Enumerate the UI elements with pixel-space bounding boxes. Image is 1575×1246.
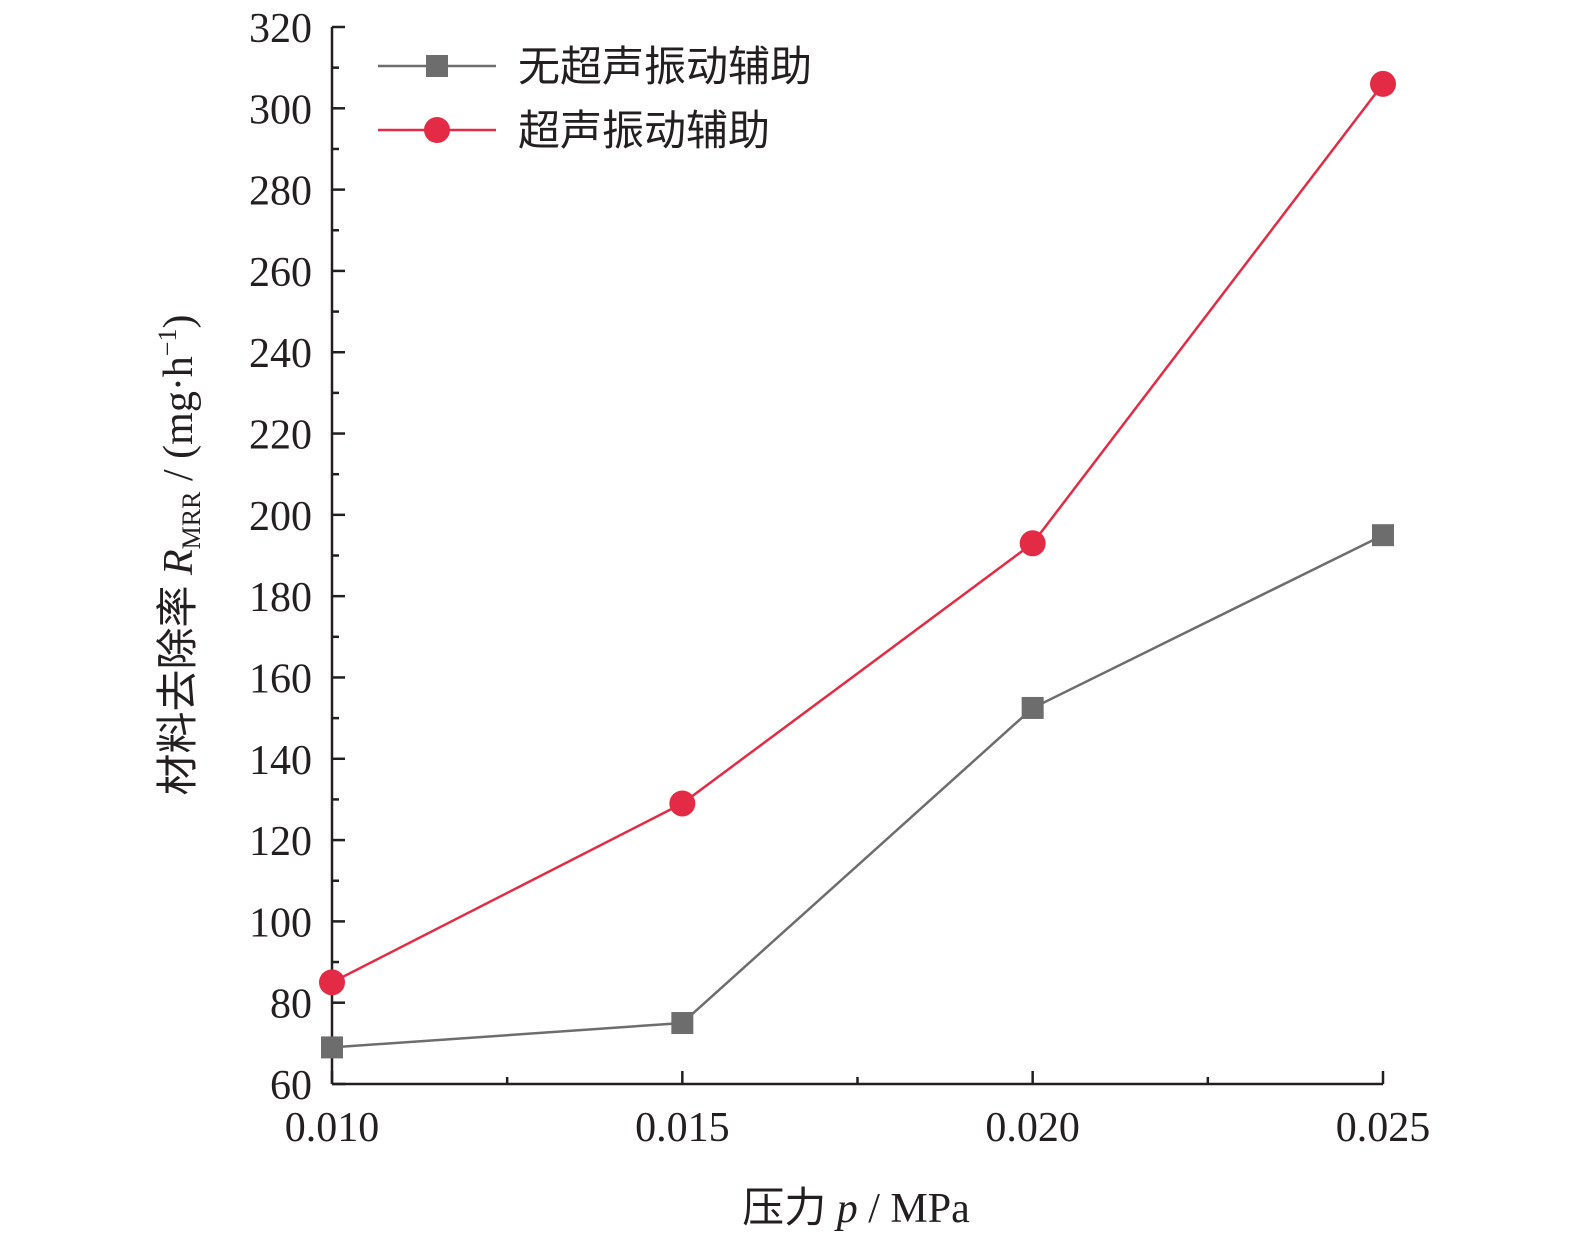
- series-line-1: [331, 534, 1384, 1049]
- y-axis-title-subscript: MRR: [177, 491, 206, 549]
- y-tick-label: 120: [249, 819, 312, 865]
- y-axis-title: 材料去除率 RMRR / (mg·h−1): [153, 315, 206, 796]
- data-point-marker: [319, 969, 345, 996]
- y-tick-label: 160: [249, 656, 312, 702]
- legend-marker-2: [424, 117, 450, 143]
- data-point-marker: [1019, 530, 1046, 557]
- series-layer: [319, 70, 1396, 1059]
- x-axis-title-symbol: p: [834, 1186, 858, 1232]
- legend-label-2: 超声振动辅助: [518, 109, 770, 155]
- y-tick-label: 220: [249, 413, 312, 459]
- y-axis-title-prefix: 材料去除率: [155, 575, 202, 796]
- y-axis-title-unit-start: / (mg·h: [156, 356, 202, 491]
- y-tick-label: 280: [249, 169, 312, 215]
- x-tick-label: 0.015: [635, 1105, 730, 1151]
- y-tick-label: 180: [249, 575, 312, 621]
- data-point-marker: [671, 1012, 694, 1035]
- data-point-marker: [669, 790, 696, 817]
- data-point-marker: [1021, 696, 1044, 719]
- ticks: 60 80 100 120 140 160 180 200 220 240 260 280 300 320…: [249, 6, 1430, 1151]
- x-axis-title-unit: / MPa: [858, 1186, 970, 1232]
- y-axis-title-superscript: −1: [153, 329, 182, 357]
- y-axis-title-symbol: R: [156, 549, 202, 576]
- series-line-2: [331, 83, 1384, 984]
- legend-marker-1: [426, 55, 448, 77]
- y-tick-label: 240: [249, 331, 312, 377]
- y-tick-label: 320: [249, 6, 312, 52]
- axes: [330, 27, 1383, 1086]
- y-tick-label: 80: [270, 982, 312, 1028]
- y-tick-label: 200: [249, 494, 312, 540]
- x-tick-label: 0.025: [1336, 1105, 1431, 1151]
- legend-label-1: 无超声振动辅助: [518, 45, 812, 91]
- x-tick-label: 0.010: [285, 1105, 380, 1151]
- x-axis-title-prefix: 压力: [742, 1186, 837, 1232]
- data-point-marker: [321, 1036, 343, 1059]
- y-tick-label: 140: [249, 738, 312, 784]
- data-point-marker: [1370, 70, 1396, 97]
- y-tick-label: 60: [270, 1063, 312, 1109]
- y-axis-title-unit-end: ): [156, 315, 202, 329]
- y-tick-label: 100: [249, 900, 312, 946]
- x-axis-title: 压力 p / MPa: [742, 1186, 970, 1232]
- y-tick-label: 260: [249, 250, 312, 296]
- x-tick-label: 0.020: [985, 1105, 1080, 1151]
- y-tick-label: 300: [249, 87, 312, 133]
- data-point-marker: [1372, 524, 1394, 547]
